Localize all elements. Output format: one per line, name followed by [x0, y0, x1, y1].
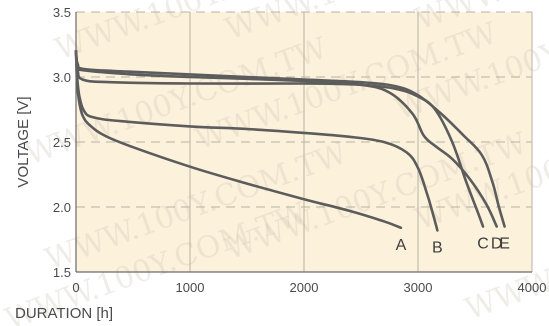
y-tick-label: 3.5	[53, 5, 71, 20]
y-tick-label: 2.0	[53, 200, 71, 215]
x-tick-label: 3000	[404, 280, 433, 295]
curve-label-b: B	[432, 239, 443, 256]
curve-label-d: D	[491, 236, 503, 253]
y-tick-label: 3.0	[53, 70, 71, 85]
curve-b	[74, 49, 439, 232]
curve-e	[74, 49, 506, 228]
x-tick-label: 1000	[176, 280, 205, 295]
curve-label-a: A	[396, 237, 407, 254]
curve-a	[74, 49, 403, 230]
curve-label-c: C	[477, 236, 489, 253]
x-tick-label: 0	[72, 280, 79, 295]
y-tick-label: 2.5	[53, 135, 71, 150]
curve-d	[74, 49, 498, 228]
x-tick-label: 2000	[290, 280, 319, 295]
curve-label-e: E	[499, 236, 510, 253]
y-axis-title: VOLTAGE [V]	[15, 96, 32, 187]
x-tick-label: 4000	[518, 280, 547, 295]
y-tick-label: 1.5	[53, 265, 71, 280]
x-axis-title: DURATION [h]	[15, 305, 113, 322]
